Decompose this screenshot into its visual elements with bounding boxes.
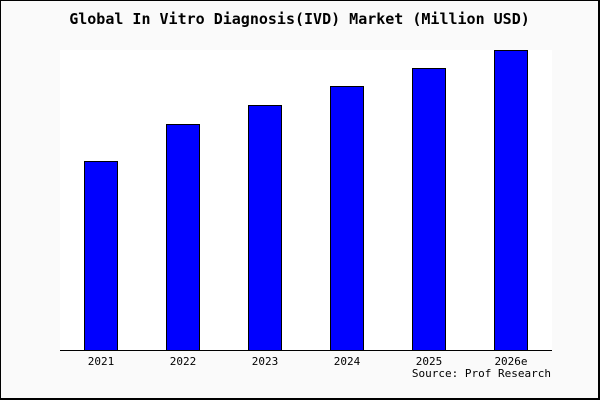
bar-2026e bbox=[494, 50, 528, 350]
x-axis-labels: 2021 2022 2023 2024 2025 2026e bbox=[60, 355, 552, 369]
chart-title: Global In Vitro Diagnosis(IVD) Market (M… bbox=[69, 10, 530, 28]
x-tick-label-2026e: 2026e bbox=[494, 355, 528, 368]
bar-2023 bbox=[248, 104, 282, 350]
bar-2022 bbox=[166, 124, 200, 350]
x-tick-label-2025: 2025 bbox=[415, 355, 443, 368]
plot-area bbox=[60, 50, 552, 351]
x-tick-label-2022: 2022 bbox=[169, 355, 197, 368]
bar-2025 bbox=[412, 68, 446, 350]
source-credit: Source: Prof Research bbox=[411, 367, 551, 380]
bar-2021 bbox=[84, 161, 118, 350]
bar-2024 bbox=[330, 86, 364, 350]
x-tick-label-2021: 2021 bbox=[87, 355, 115, 368]
x-tick-label-2024: 2024 bbox=[333, 355, 361, 368]
x-tick-label-2023: 2023 bbox=[251, 355, 279, 368]
